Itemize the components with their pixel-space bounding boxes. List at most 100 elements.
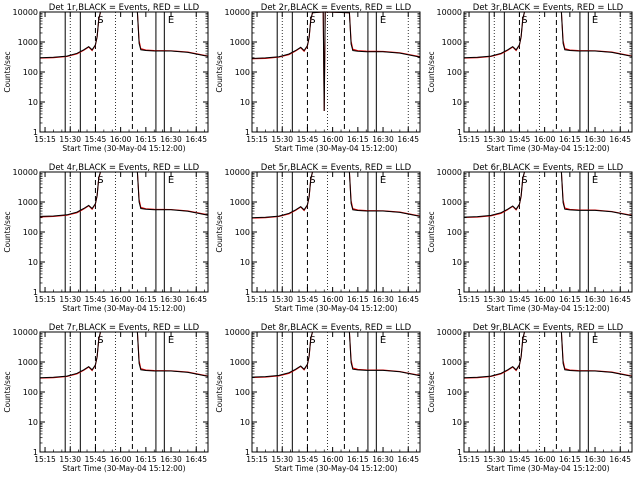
x-tick-label: 16:15 xyxy=(135,135,157,144)
y-tick-label: 1000 xyxy=(230,198,250,207)
x-tick-label: 16:45 xyxy=(397,455,419,464)
x-tick-label: 16:15 xyxy=(559,455,581,464)
marker-label-S: S xyxy=(521,335,527,346)
panel-title: Det 4r,BLACK = Events, RED = LLD xyxy=(49,163,200,173)
x-tick-label: 15:15 xyxy=(34,455,56,464)
x-tick-label: 16:45 xyxy=(185,295,207,304)
x-axis-label: Start Time (30-May-04 15:12:00) xyxy=(486,144,609,153)
y-tick-label: 10 xyxy=(452,418,462,427)
x-tick-label: 15:30 xyxy=(483,295,505,304)
x-tick-label: 16:45 xyxy=(185,455,207,464)
panel-title: Det 6r,BLACK = Events, RED = LLD xyxy=(473,163,624,173)
y-axis-label: Counts/sec xyxy=(215,51,224,92)
y-tick-label: 1 xyxy=(245,448,250,457)
x-tick-label: 15:45 xyxy=(85,295,107,304)
y-tick-label: 10000 xyxy=(13,168,38,177)
x-tick-label: 15:15 xyxy=(246,455,268,464)
y-tick-label: 1 xyxy=(457,448,462,457)
x-tick-label: 15:45 xyxy=(509,295,531,304)
x-tick-label: 16:15 xyxy=(559,295,581,304)
panel-8: Det 8r,BLACK = Events, RED = LLD S E 1 10 100… xyxy=(215,323,421,473)
x-tick-label: 15:45 xyxy=(297,295,319,304)
x-tick-label: 16:30 xyxy=(584,295,606,304)
y-tick-label: 100 xyxy=(23,228,38,237)
x-tick-label: 15:45 xyxy=(297,455,319,464)
x-tick-label: 16:00 xyxy=(110,455,132,464)
x-tick-label: 15:30 xyxy=(59,135,81,144)
y-tick-label: 1000 xyxy=(18,198,38,207)
y-axis-label: Counts/sec xyxy=(427,371,436,412)
x-tick-label: 16:00 xyxy=(110,295,132,304)
x-axis-label: Start Time (30-May-04 15:12:00) xyxy=(62,144,185,153)
x-tick-label: 16:30 xyxy=(160,295,182,304)
y-tick-label: 1000 xyxy=(18,38,38,47)
marker-label-S: S xyxy=(309,15,315,26)
x-tick-label: 15:15 xyxy=(246,295,268,304)
marker-label-S: S xyxy=(97,175,103,186)
y-tick-label: 100 xyxy=(447,388,462,397)
y-tick-label: 100 xyxy=(235,68,250,77)
x-tick-label: 16:15 xyxy=(559,135,581,144)
x-tick-label: 16:00 xyxy=(322,295,344,304)
x-tick-label: 15:30 xyxy=(59,295,81,304)
x-tick-label: 15:45 xyxy=(85,135,107,144)
y-tick-label: 1000 xyxy=(230,38,250,47)
x-axis-label: Start Time (30-May-04 15:12:00) xyxy=(486,464,609,473)
panel-title: Det 5r,BLACK = Events, RED = LLD xyxy=(261,163,412,173)
marker-label-E: E xyxy=(592,335,598,346)
panel-title: Det 8r,BLACK = Events, RED = LLD xyxy=(261,323,412,333)
y-axis-label: Counts/sec xyxy=(215,211,224,252)
series-events-line xyxy=(251,171,421,219)
y-axis-label: Counts/sec xyxy=(3,211,12,252)
series-events-line xyxy=(463,11,633,59)
x-tick-label: 16:30 xyxy=(372,135,394,144)
y-tick-label: 10 xyxy=(28,258,38,267)
y-tick-label: 100 xyxy=(23,68,38,77)
y-axis-label: Counts/sec xyxy=(3,51,12,92)
y-axis-label: Counts/sec xyxy=(427,211,436,252)
x-tick-label: 16:30 xyxy=(584,455,606,464)
y-tick-label: 1 xyxy=(33,448,38,457)
y-tick-label: 10 xyxy=(28,418,38,427)
y-axis-label: Counts/sec xyxy=(215,371,224,412)
y-tick-label: 1 xyxy=(33,288,38,297)
panel-title: Det 3r,BLACK = Events, RED = LLD xyxy=(473,3,624,13)
y-tick-label: 100 xyxy=(235,228,250,237)
x-tick-label: 15:45 xyxy=(85,455,107,464)
x-tick-label: 16:45 xyxy=(397,295,419,304)
y-tick-label: 100 xyxy=(447,228,462,237)
panel-title: Det 7r,BLACK = Events, RED = LLD xyxy=(49,323,200,333)
panel-4: Det 4r,BLACK = Events, RED = LLD S E 1 10 100… xyxy=(3,163,209,313)
series-events-line xyxy=(39,331,209,379)
x-tick-label: 15:30 xyxy=(271,295,293,304)
x-tick-label: 16:15 xyxy=(347,295,369,304)
y-tick-label: 10 xyxy=(240,418,250,427)
y-tick-label: 1000 xyxy=(18,358,38,367)
x-axis-label: Start Time (30-May-04 15:12:00) xyxy=(62,464,185,473)
y-tick-label: 1 xyxy=(33,128,38,137)
x-tick-label: 16:00 xyxy=(322,135,344,144)
x-tick-label: 15:45 xyxy=(509,135,531,144)
y-tick-label: 10000 xyxy=(13,328,38,337)
y-axis-label: Counts/sec xyxy=(427,51,436,92)
y-tick-label: 10 xyxy=(452,258,462,267)
x-tick-label: 16:00 xyxy=(534,455,556,464)
x-tick-label: 15:15 xyxy=(246,135,268,144)
y-tick-label: 100 xyxy=(23,388,38,397)
panel-2: Det 2r,BLACK = Events, RED = LLD S E 1 10 100… xyxy=(215,3,421,153)
marker-label-E: E xyxy=(592,175,598,186)
x-axis-label: Start Time (30-May-04 15:12:00) xyxy=(274,464,397,473)
y-tick-label: 10000 xyxy=(437,328,462,337)
y-tick-label: 10 xyxy=(28,98,38,107)
panel-6: Det 6r,BLACK = Events, RED = LLD S E 1 10 100… xyxy=(427,163,633,313)
x-tick-label: 16:30 xyxy=(372,295,394,304)
x-tick-label: 16:00 xyxy=(534,135,556,144)
x-tick-label: 15:15 xyxy=(34,135,56,144)
x-tick-label: 15:30 xyxy=(59,455,81,464)
y-tick-label: 1 xyxy=(245,128,250,137)
marker-label-S: S xyxy=(97,15,103,26)
y-tick-label: 10000 xyxy=(225,328,250,337)
panel-title: Det 9r,BLACK = Events, RED = LLD xyxy=(473,323,624,333)
x-tick-label: 15:30 xyxy=(483,135,505,144)
